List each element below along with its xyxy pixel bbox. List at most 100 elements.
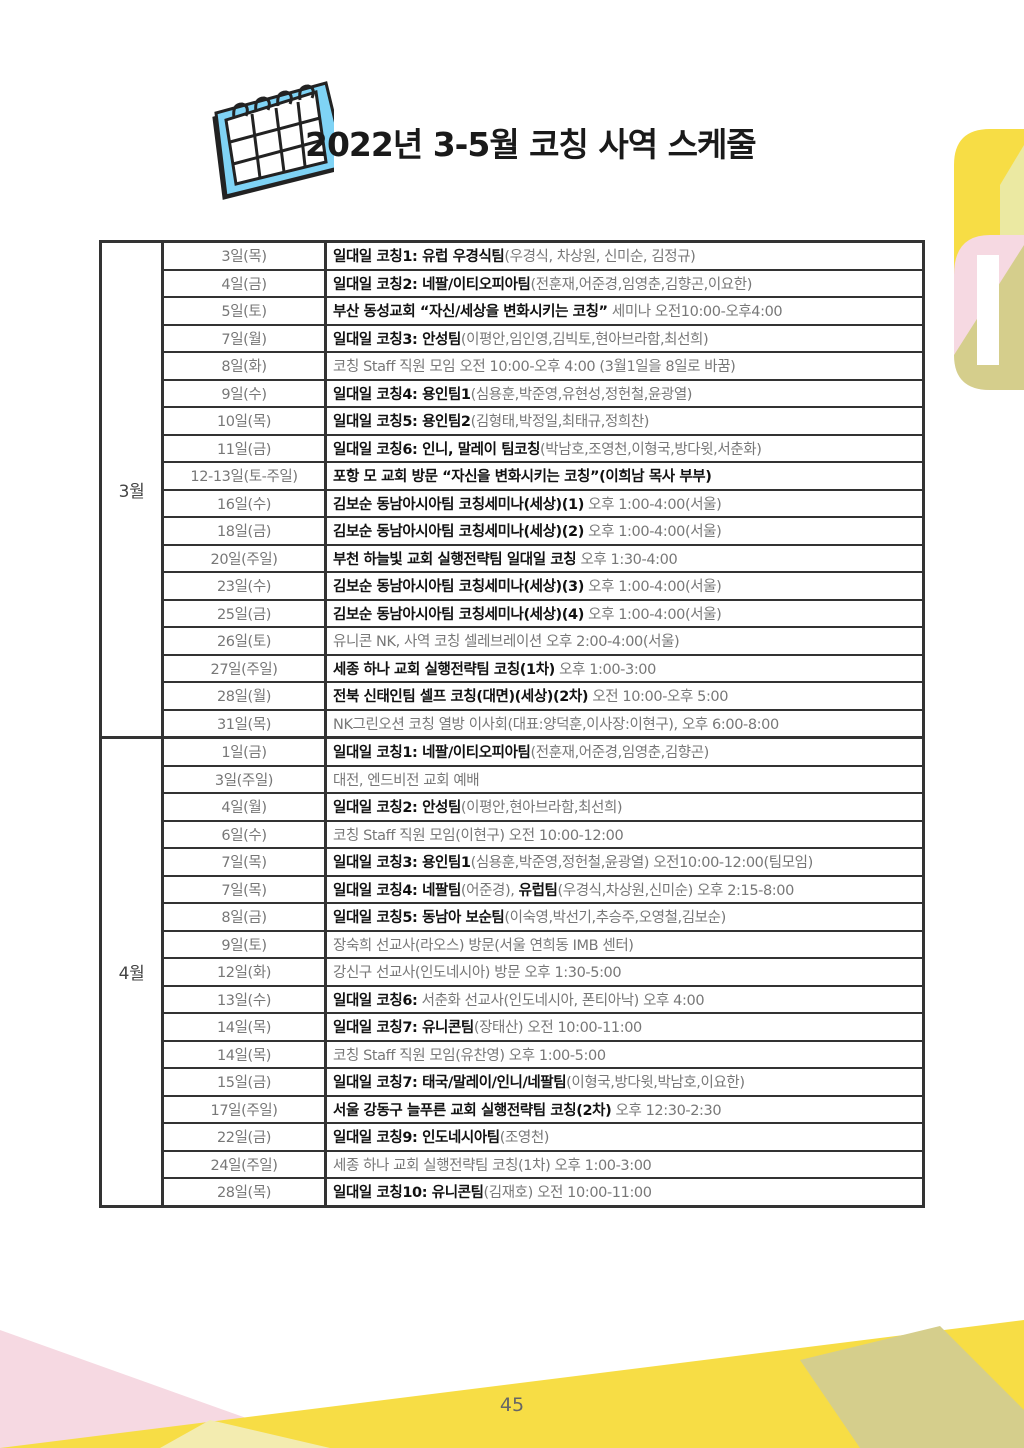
event-detail: (장태산) 오전 10:00-11:00 xyxy=(473,1020,642,1037)
event-cell: 일대일 코칭7: 태국/말레이/인니/네팔팀(이형국,방다윗,박남호,이요한) xyxy=(324,1067,925,1097)
event-detail: (이평안,임인영,김빅토,현아브라함,최선희) xyxy=(460,331,709,348)
event-title: 일대일 코칭6: xyxy=(333,992,418,1009)
event-cell: 일대일 코칭7: 유니콘팀(장태산) 오전 10:00-11:00 xyxy=(324,1012,925,1042)
event-detail: NK그린오션 코칭 열방 이사회(대표:양덕훈,이사장:이현구), 오후 6:0… xyxy=(333,716,779,733)
date-cell: 8일(화) xyxy=(161,351,327,381)
date-cell: 20일(주일) xyxy=(161,543,327,573)
event-title: 일대일 코칭3: 안성팀 xyxy=(333,331,461,348)
event-detail: 오후 1:00-4:00(서울) xyxy=(583,524,722,541)
event-detail: (어준경), xyxy=(460,882,519,899)
event-cell: 대전, 엔드비전 교회 예배 xyxy=(324,764,925,794)
date-cell: 7일(월) xyxy=(161,323,327,353)
event-detail: 강신구 선교사(인도네시아) 방문 오후 1:30-5:00 xyxy=(333,965,622,982)
date-cell: 1일(금) xyxy=(161,736,327,767)
event-title: 일대일 코칭5: 동남아 보순팀 xyxy=(333,910,505,927)
month-label: 3월 xyxy=(99,240,164,739)
event-title: 일대일 코칭3: 용인팀1 xyxy=(333,855,471,872)
date-cell: 16일(수) xyxy=(161,488,327,518)
table-row: 22일(금) 일대일 코칭9: 인도네시아팀(조영천) xyxy=(101,1122,925,1152)
table-row: 5일(토) 부산 동성교회 “자신/세상을 변화시키는 코칭” 세미나 오전10:… xyxy=(101,296,925,326)
month-label: 4월 xyxy=(99,736,164,1207)
event-title: 부산 동성교회 “자신/세상을 변화시키는 코칭” xyxy=(333,304,608,321)
event-title: 세종 하나 교회 실행전략팀 코칭(1차) xyxy=(333,661,555,678)
date-cell: 9일(수) xyxy=(161,378,327,408)
date-cell: 27일(주일) xyxy=(161,653,327,683)
date-cell: 13일(수) xyxy=(161,984,327,1014)
table-row: 20일(주일) 부천 하늘빛 교회 실행전략팀 일대일 코칭 오후 1:30-4:… xyxy=(101,543,925,573)
event-detail: (박남호,조영천,이형국,방다윗,서춘화) xyxy=(540,441,762,458)
event-cell: 일대일 코칭4: 네팔팀(어준경), 유럽팀(우경식,차상원,신미순) 오후 2… xyxy=(324,874,925,904)
event-detail: (조영천) xyxy=(499,1130,550,1147)
event-title: 김보순 동남아시아팀 코칭세미나(세상)(1) xyxy=(333,496,584,513)
event-cell: 코칭 Staff 직원 모임 오전 10:00-오후 4:00 (3월1일을 8… xyxy=(324,351,925,381)
event-cell: 코칭 Staff 직원 모임(유찬영) 오후 1:00-5:00 xyxy=(324,1039,925,1069)
event-title: 김보순 동남아시아팀 코칭세미나(세상)(3) xyxy=(333,579,584,596)
event-cell: 일대일 코칭1: 네팔/이티오피아팀(전훈재,어준경,임영춘,김향곤) xyxy=(324,736,925,767)
table-row: 15일(금) 일대일 코칭7: 태국/말레이/인니/네팔팀(이형국,방다윗,박남호… xyxy=(101,1067,925,1097)
table-row: 4일(월) 일대일 코칭2: 안성팀(이평안,현아브라함,최선희) xyxy=(101,792,925,822)
event-detail: (김형태,박정일,최태규,정희찬) xyxy=(470,414,650,431)
event-detail: 오후 1:00-3:00 xyxy=(554,661,656,678)
event-title: 일대일 코칭6: 인니, 말레이 팀코칭 xyxy=(333,441,541,458)
table-row: 14일(목) 일대일 코칭7: 유니콘팀(장태산) 오전 10:00-11:00 xyxy=(101,1012,925,1042)
event-cell: 김보순 동남아시아팀 코칭세미나(세상)(4) 오후 1:00-4:00(서울) xyxy=(324,598,925,628)
table-row: 26일(토) 유니콘 NK, 사역 코칭 셀레브레이션 오후 2:00-4:00(… xyxy=(101,626,925,656)
table-row: 31일(목) NK그린오션 코칭 열방 이사회(대표:양덕훈,이사장:이현구), … xyxy=(101,708,925,739)
table-row: 14일(목) 코칭 Staff 직원 모임(유찬영) 오후 1:00-5:00 xyxy=(101,1039,925,1069)
table-row: 11일(금) 일대일 코칭6: 인니, 말레이 팀코칭(박남호,조영천,이형국,방… xyxy=(101,433,925,463)
event-title: 일대일 코칭7: 유니콘팀 xyxy=(333,1020,474,1037)
event-cell: 일대일 코칭10: 유니콘팀(김재호) 오전 10:00-11:00 xyxy=(324,1177,925,1207)
event-cell: 일대일 코칭3: 안성팀(이평안,임인영,김빅토,현아브라함,최선희) xyxy=(324,323,925,353)
event-title: 일대일 코칭5: 용인팀2 xyxy=(333,414,471,431)
event-detail: 세미나 오전10:00-오후4:00 xyxy=(607,304,783,321)
date-cell: 7일(목) xyxy=(161,847,327,877)
event-detail: (이형국,방다윗,박남호,이요한) xyxy=(566,1075,745,1092)
table-row: 16일(수) 김보순 동남아시아팀 코칭세미나(세상)(1) 오후 1:00-4:… xyxy=(101,488,925,518)
event-detail: 오후 1:00-4:00(서울) xyxy=(583,579,722,596)
event-cell: 일대일 코칭2: 안성팀(이평안,현아브라함,최선희) xyxy=(324,792,925,822)
table-row: 8일(금) 일대일 코칭5: 동남아 보순팀(이숙영,박선기,추승주,오영철,김보… xyxy=(101,902,925,932)
event-cell: 세종 하나 교회 실행전략팀 코칭(1차) 오후 1:00-3:00 xyxy=(324,1149,925,1179)
date-cell: 5일(토) xyxy=(161,296,327,326)
event-detail: 대전, 엔드비전 교회 예배 xyxy=(333,772,480,789)
table-row: 7일(목) 일대일 코칭4: 네팔팀(어준경), 유럽팀(우경식,차상원,신미순)… xyxy=(101,874,925,904)
date-cell: 14일(목) xyxy=(161,1012,327,1042)
event-detail: 오후 1:00-4:00(서울) xyxy=(583,496,722,513)
event-detail: 오후 1:30-4:00 xyxy=(576,551,678,568)
event-cell: 유니콘 NK, 사역 코칭 셀레브레이션 오후 2:00-4:00(서울) xyxy=(324,626,925,656)
event-title: 일대일 코칭9: 인도네시아팀 xyxy=(333,1130,500,1147)
event-title: 일대일 코칭1: 유럽 우경식팀 xyxy=(333,249,505,266)
event-detail: (우경식, 차상원, 신미순, 김정규) xyxy=(504,249,696,266)
event-cell: 일대일 코칭9: 인도네시아팀(조영천) xyxy=(324,1122,925,1152)
event-cell: 강신구 선교사(인도네시아) 방문 오후 1:30-5:00 xyxy=(324,957,925,987)
table-row: 4월 1일(금) 일대일 코칭1: 네팔/이티오피아팀(전훈재,어준경,임영춘,김향… xyxy=(99,736,925,1207)
event-cell: NK그린오션 코칭 열방 이사회(대표:양덕훈,이사장:이현구), 오후 6:0… xyxy=(324,708,925,739)
event-title: 김보순 동남아시아팀 코칭세미나(세상)(2) xyxy=(333,524,584,541)
event-cell: 김보순 동남아시아팀 코칭세미나(세상)(1) 오후 1:00-4:00(서울) xyxy=(324,488,925,518)
event-detail: 유니콘 NK, 사역 코칭 셀레브레이션 오후 2:00-4:00(서울) xyxy=(333,634,680,651)
event-detail: (이숙영,박선기,추승주,오영철,김보순) xyxy=(504,910,726,927)
date-cell: 4일(금) xyxy=(161,268,327,298)
event-title: 유럽팀 xyxy=(518,882,558,899)
date-cell: 9일(토) xyxy=(161,929,327,959)
event-cell: 세종 하나 교회 실행전략팀 코칭(1차) 오후 1:00-3:00 xyxy=(324,653,925,683)
table-row: 3일(주일) 대전, 엔드비전 교회 예배 xyxy=(101,764,925,794)
date-cell: 31일(목) xyxy=(161,708,327,739)
event-cell: 포항 모 교회 방문 “자신을 변화시키는 코칭”(이희남 목사 부부) xyxy=(324,461,925,491)
event-cell: 일대일 코칭2: 네팔/이티오피아팀(전훈재,어준경,임영춘,김향곤,이요한) xyxy=(324,268,925,298)
event-detail: (심용훈,박준영,정헌철,윤광열) 오전10:00-12:00(팀모임) xyxy=(470,855,814,872)
event-detail: (전훈재,어준경,임영춘,김향곤) xyxy=(530,745,710,762)
date-cell: 6일(수) xyxy=(161,819,327,849)
table-row: 12일(화) 강신구 선교사(인도네시아) 방문 오후 1:30-5:00 xyxy=(101,957,925,987)
event-cell: 부산 동성교회 “자신/세상을 변화시키는 코칭” 세미나 오전10:00-오후… xyxy=(324,296,925,326)
decorative-letters xyxy=(954,129,1024,390)
event-title: 일대일 코칭7: 태국/말레이/인니/네팔팀 xyxy=(333,1075,567,1092)
event-detail: 오전 10:00-오후 5:00 xyxy=(588,689,729,706)
table-row: 9일(토) 장숙희 선교사(라오스) 방문(서울 연희동 IMB 센터) xyxy=(101,929,925,959)
event-cell: 김보순 동남아시아팀 코칭세미나(세상)(2) 오후 1:00-4:00(서울) xyxy=(324,516,925,546)
date-cell: 15일(금) xyxy=(161,1067,327,1097)
event-title: 일대일 코칭10: 유니콘팀 xyxy=(333,1185,484,1202)
event-title: 전북 신태인팀 셀프 코칭(대면)(세상)(2차) xyxy=(333,689,589,706)
event-title: 일대일 코칭4: 네팔팀 xyxy=(333,882,461,899)
date-cell: 26일(토) xyxy=(161,626,327,656)
